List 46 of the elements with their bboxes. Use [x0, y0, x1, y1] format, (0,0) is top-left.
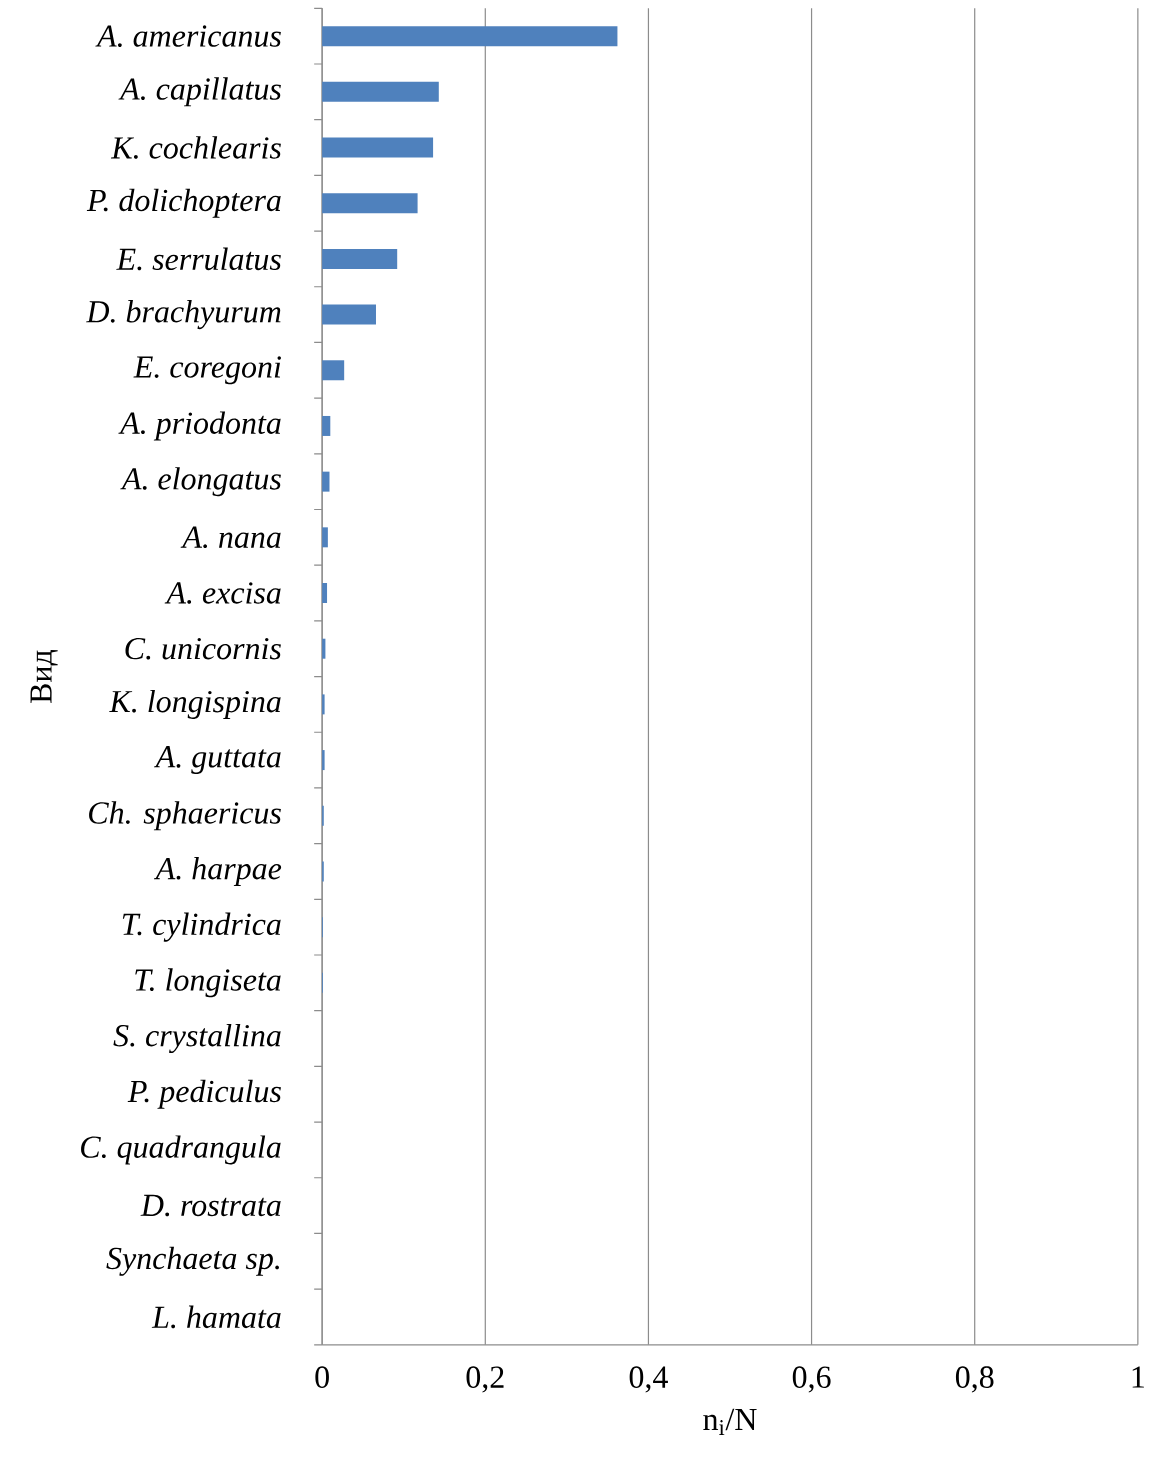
x-tick-label: 0,6 [792, 1366, 831, 1393]
y-tick-label: C. quadrangula [81, 1135, 281, 1165]
y-tick-label: Synchaeta sp. [106, 1246, 279, 1276]
y-tick-label: Ch. sphaericus [89, 801, 281, 831]
y-tick-label: A. guttata [153, 746, 281, 775]
y-tick-label: C. unicornis [125, 637, 281, 660]
bar [322, 248, 398, 269]
y-tick-label: K. longispina [109, 689, 281, 719]
y-tick-label: D. rostrata [140, 1194, 281, 1217]
x-tick-label: 0,8 [955, 1366, 994, 1393]
y-tick-label: T. longiseta [135, 968, 281, 998]
bar [322, 26, 618, 47]
y-tick-label: A. harpae [153, 856, 282, 886]
y-tick-label: T. cylindrica [122, 912, 281, 942]
y-tick-label: A. elongatus [120, 467, 281, 497]
y-tick-label: E. coregoni [133, 356, 281, 385]
y-tick-label: K. cochlearis [110, 136, 281, 159]
y-tick-label: A. priodonta [118, 411, 281, 441]
y-tick-label: A. nana [180, 526, 281, 549]
y-tick-label: A. capillatus [118, 77, 281, 107]
bar [322, 304, 376, 325]
y-tick-label: A. americanus [95, 25, 281, 47]
y-tick-label: A. excisa [164, 582, 281, 604]
y-tick-label: L. hamata [151, 1305, 281, 1329]
y-axis-title: Вид [30, 649, 58, 703]
bar [322, 137, 434, 158]
bar [322, 694, 325, 715]
bar [322, 750, 325, 771]
x-tick-label: 0,4 [629, 1366, 668, 1393]
bar [322, 193, 418, 214]
bar [322, 583, 327, 604]
y-tick-label: S. crystallina [113, 1023, 281, 1054]
x-tick-label: 0,2 [466, 1366, 504, 1393]
y-tick-label: P. dolichoptera [86, 188, 281, 218]
x-tick-label: 1 [1132, 1366, 1144, 1388]
bar [322, 81, 439, 102]
bar [322, 471, 330, 492]
y-tick-label: D. brachyurum [86, 300, 281, 330]
y-tick-label: E. serrulatus [116, 247, 281, 271]
y-tick-label: P. pediculus [127, 1079, 281, 1109]
bar [322, 527, 328, 548]
x-tick-label: 0 [315, 1366, 329, 1388]
bar [322, 638, 326, 659]
x-axis-title: n$_{i}$/N [703, 1408, 757, 1435]
bar [322, 415, 331, 436]
bar [322, 360, 345, 381]
